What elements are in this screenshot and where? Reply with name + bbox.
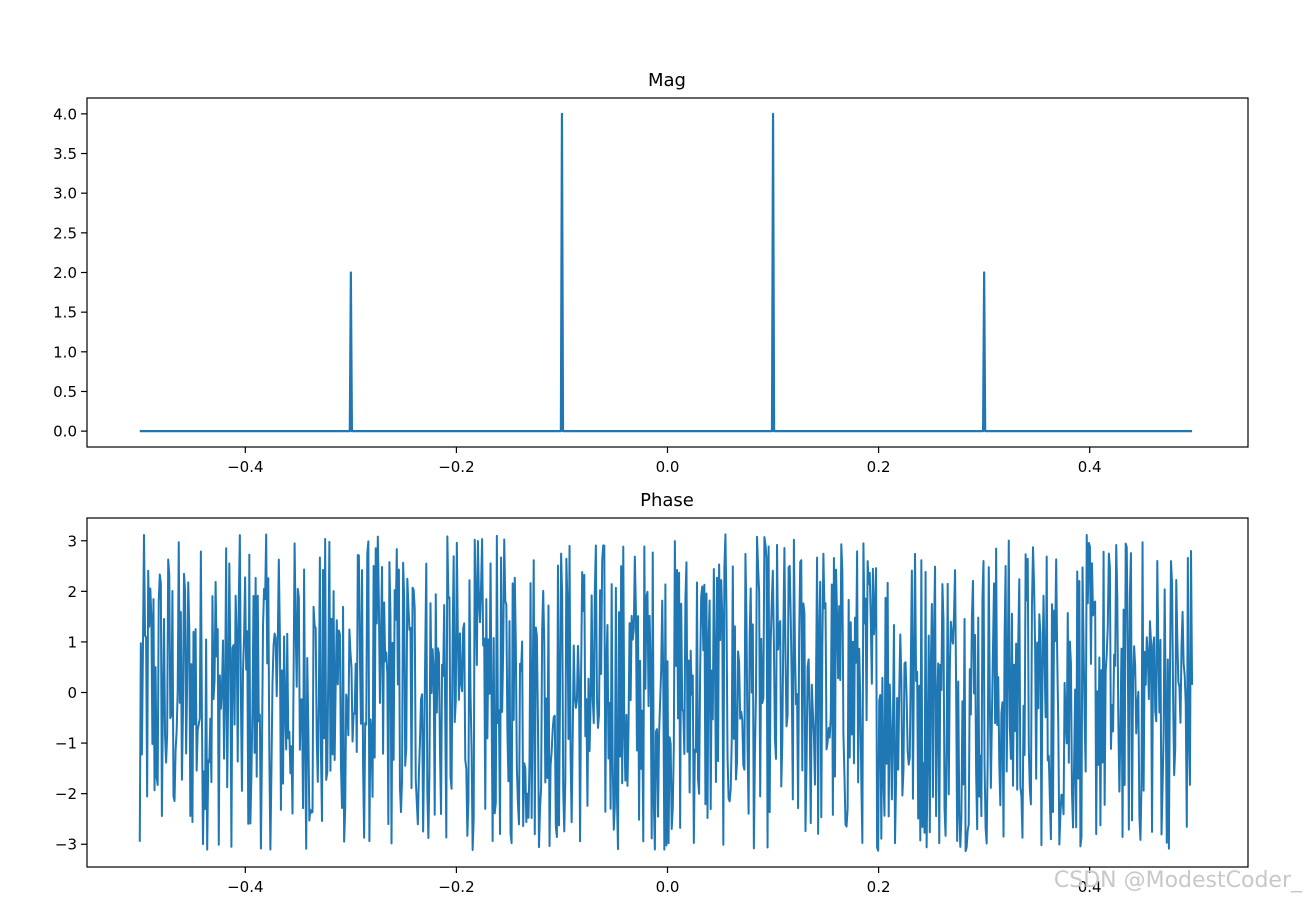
- phase-title: Phase: [640, 490, 694, 511]
- mag-ytick-label: 2.0: [53, 264, 77, 282]
- mag-ytick-label: 2.5: [53, 224, 77, 242]
- mag-ytick-label: 3.0: [53, 185, 77, 203]
- mag-ytick-label: 4.0: [53, 105, 77, 123]
- phase-xtick-label: −0.4: [227, 878, 263, 896]
- phase-xtick-label: −0.2: [438, 878, 474, 896]
- phase-ytick-label: 2: [67, 583, 77, 601]
- mag-xtick-label: 0.2: [867, 458, 891, 476]
- mag-xtick-label: 0.0: [656, 458, 680, 476]
- phase-y-axis: −3 −2 −1 0 1 2 3: [55, 532, 87, 854]
- phase-ytick-label: −3: [55, 836, 77, 854]
- mag-x-axis: −0.4 −0.2 0.0 0.2 0.4: [227, 447, 1102, 476]
- mag-subplot: Mag 0.0 0.5 1.0 1.5 2.0 2.5 3.0 3.5 4.0 −0.4 −0.2…: [53, 70, 1249, 476]
- mag-ytick-label: 0.5: [53, 383, 77, 401]
- phase-xtick-label: 0.2: [867, 878, 891, 896]
- mag-y-axis: 0.0 0.5 1.0 1.5 2.0 2.5 3.0 3.5 4.0: [53, 105, 87, 441]
- mag-axes-frame: [86, 97, 1249, 448]
- phase-ytick-label: 3: [67, 532, 77, 550]
- watermark: CSDN @ModestCoder_: [1054, 868, 1303, 893]
- mag-ytick-label: 1.0: [53, 343, 77, 361]
- phase-xtick-label: 0.0: [656, 878, 680, 896]
- phase-xtick-label: 0.4: [1078, 878, 1102, 896]
- phase-ytick-label: 0: [67, 684, 77, 702]
- phase-x-axis: −0.4 −0.2 0.0 0.2 0.4: [227, 867, 1102, 896]
- phase-ytick-label: −2: [55, 785, 77, 803]
- phase-ytick-label: 1: [67, 633, 77, 651]
- mag-title: Mag: [648, 70, 686, 91]
- mag-ytick-label: 3.5: [53, 145, 77, 163]
- phase-ytick-label: −1: [55, 735, 77, 753]
- mag-ytick-label: 0.0: [53, 423, 77, 441]
- mag-ytick-label: 1.5: [53, 304, 77, 322]
- phase-subplot: Phase −3 −2 −1 0 1 2 3 −0.4 −0.2 0.0 0.2 0.4: [55, 490, 1249, 896]
- mag-xtick-label: −0.2: [438, 458, 474, 476]
- phase-series-line: [138, 533, 1194, 853]
- phase-axes-frame: [86, 517, 1249, 868]
- mag-xtick-label: −0.4: [227, 458, 263, 476]
- mag-series-line: [139, 112, 1193, 433]
- mag-xtick-label: 0.4: [1078, 458, 1102, 476]
